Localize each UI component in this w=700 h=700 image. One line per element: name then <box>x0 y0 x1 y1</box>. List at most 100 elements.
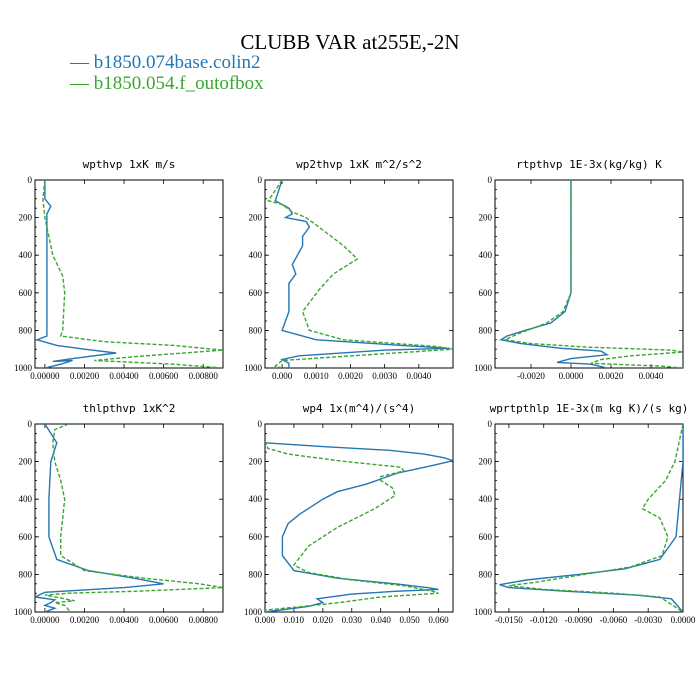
x-tick-label: 0.00200 <box>70 615 100 625</box>
y-tick-label: 0 <box>28 175 33 185</box>
y-tick-label: 400 <box>249 250 263 260</box>
y-tick-label: 200 <box>479 457 493 467</box>
x-tick-label: 0.0000 <box>559 371 584 381</box>
y-tick-label: 400 <box>479 250 493 260</box>
x-tick-label: -0.0060 <box>599 615 627 625</box>
panel-title: thlpthvp 1xK^2 <box>83 402 176 415</box>
x-tick-label: 0.020 <box>313 615 334 625</box>
chart-title: CLUBB VAR at255E,-2N <box>240 30 460 54</box>
x-tick-label: 0.000 <box>255 615 276 625</box>
legend-entry-base: — b1850.074base.colin2 <box>70 52 261 74</box>
y-tick-label: 400 <box>479 494 493 504</box>
y-tick-label: 600 <box>19 532 33 542</box>
plot-frame <box>494 179 684 369</box>
y-tick-label: 1000 <box>244 363 263 373</box>
legend-line-base: — <box>70 52 94 73</box>
y-tick-label: 200 <box>249 457 263 467</box>
y-tick-label: 200 <box>479 213 493 223</box>
x-tick-label: 0.040 <box>371 615 392 625</box>
y-tick-label: 0 <box>28 419 33 429</box>
legend-line-outofbox: — <box>70 73 94 94</box>
y-tick-label: 0 <box>488 419 493 429</box>
series-line-base <box>35 180 117 368</box>
y-tick-label: 1000 <box>14 607 33 617</box>
y-tick-label: 0 <box>258 419 263 429</box>
x-tick-label: 0.00000 <box>30 615 60 625</box>
x-tick-label: 0.0000 <box>671 615 696 625</box>
y-tick-label: 800 <box>19 325 33 335</box>
y-tick-label: 0 <box>258 175 263 185</box>
x-tick-label: -0.0030 <box>634 615 662 625</box>
series-line-outofbox <box>267 180 453 368</box>
plot-frame <box>264 423 454 613</box>
series-line-base <box>274 180 450 368</box>
series-line-base <box>35 424 164 612</box>
y-tick-label: 1000 <box>474 363 493 373</box>
y-tick-label: 600 <box>19 288 33 298</box>
y-tick-label: 200 <box>249 213 263 223</box>
y-tick-label: 800 <box>479 569 493 579</box>
panel-title: wprtpthlp 1E-3x(m kg K)/(s kg) <box>490 402 689 415</box>
y-tick-label: 200 <box>19 457 33 467</box>
y-tick-label: 800 <box>19 569 33 579</box>
x-tick-label: -0.0020 <box>517 371 545 381</box>
plot-frame <box>264 179 454 369</box>
x-tick-label: -0.0090 <box>565 615 593 625</box>
x-tick-label: 0.060 <box>428 615 449 625</box>
x-tick-label: 0.0010 <box>304 371 329 381</box>
y-tick-label: 800 <box>249 569 263 579</box>
x-tick-label: -0.0150 <box>495 615 523 625</box>
y-tick-label: 1000 <box>14 363 33 373</box>
x-tick-label: 0.010 <box>284 615 305 625</box>
y-tick-label: 400 <box>19 494 33 504</box>
legend-label-base: b1850.074base.colin2 <box>93 52 261 73</box>
y-tick-label: 0 <box>488 175 493 185</box>
y-tick-label: 600 <box>249 288 263 298</box>
panel-title: rtpthvp 1E-3x(kg/kg) K <box>516 158 662 171</box>
x-tick-label: 0.030 <box>342 615 363 625</box>
x-tick-label: -0.0120 <box>530 615 558 625</box>
y-tick-label: 600 <box>249 532 263 542</box>
x-tick-label: 0.00800 <box>189 615 219 625</box>
y-tick-label: 200 <box>19 213 33 223</box>
x-tick-label: 0.000 <box>272 371 293 381</box>
x-tick-label: 0.00200 <box>70 371 100 381</box>
x-tick-label: 0.0020 <box>599 371 624 381</box>
plot-frame <box>34 179 224 369</box>
series-line-base <box>265 442 453 612</box>
x-tick-label: 0.0040 <box>639 371 664 381</box>
x-tick-label: 0.00400 <box>109 371 139 381</box>
panel-3: rtpthvp 1E-3x(kg/kg) K 0 200 400 600 800 1000 -… <box>474 158 684 381</box>
y-tick-label: 800 <box>479 325 493 335</box>
legend-entry-outofbox: — b1850.054.f_outofbox <box>70 73 264 95</box>
x-tick-label: 0.00800 <box>189 371 219 381</box>
y-tick-label: 600 <box>479 288 493 298</box>
plot-frame <box>494 423 684 613</box>
x-tick-label: 0.00000 <box>30 371 60 381</box>
series-line-base <box>499 180 610 368</box>
panel-2: wp2thvp 1xK m^2/s^2 0 200 400 600 800 1000 0.00… <box>244 158 454 381</box>
x-tick-label: 0.0020 <box>338 371 363 381</box>
y-tick-label: 800 <box>249 325 263 335</box>
y-tick-label: 1000 <box>474 607 493 617</box>
x-tick-label: 0.00600 <box>149 371 179 381</box>
y-tick-label: 600 <box>479 532 493 542</box>
legend-label-outofbox: b1850.054.f_outofbox <box>93 73 264 94</box>
panel-title: wp2thvp 1xK m^2/s^2 <box>296 158 422 171</box>
y-tick-label: 1000 <box>244 607 263 617</box>
x-tick-label: 0.00400 <box>109 615 139 625</box>
series-line-outofbox <box>42 180 223 368</box>
panel-6: wprtpthlp 1E-3x(m kg K)/(s kg) 0 200 400 600… <box>474 402 696 625</box>
series-line-outofbox <box>265 440 439 612</box>
panel-title: wp4 1x(m^4)/(s^4) <box>303 402 416 415</box>
x-tick-label: 0.0040 <box>406 371 431 381</box>
series-line-outofbox <box>508 424 683 612</box>
series-line-outofbox <box>44 424 223 612</box>
y-tick-label: 400 <box>249 494 263 504</box>
x-tick-label: 0.0030 <box>372 371 397 381</box>
x-tick-label: 0.00600 <box>149 615 179 625</box>
